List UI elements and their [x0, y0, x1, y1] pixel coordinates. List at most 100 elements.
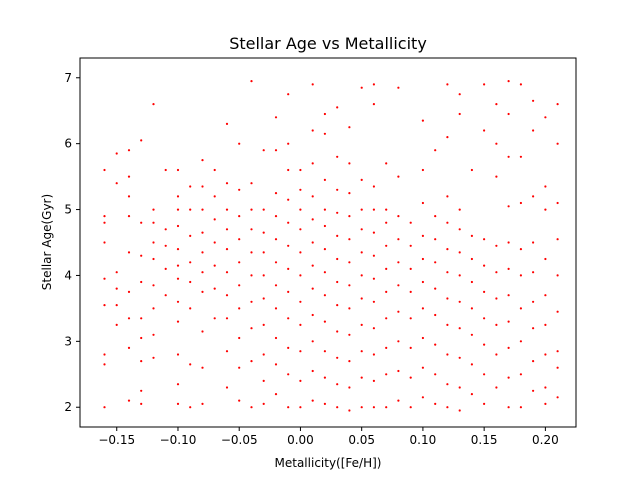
data-point: [287, 142, 290, 145]
data-point: [421, 234, 424, 237]
data-point: [409, 317, 412, 320]
data-point: [274, 149, 278, 152]
data-point: [127, 149, 131, 152]
y-tick-label: 2: [64, 400, 72, 414]
data-point: [299, 168, 302, 172]
data-point: [238, 336, 241, 340]
data-point: [348, 333, 351, 336]
data-point: [409, 376, 412, 379]
data-point: [556, 310, 559, 313]
data-point: [385, 406, 388, 409]
data-point: [495, 323, 498, 326]
data-point: [274, 284, 278, 287]
data-point: [176, 353, 180, 356]
data-point: [140, 139, 143, 142]
data-point: [434, 215, 437, 218]
x-axis-label: Metallicity([Fe/H]): [275, 456, 382, 470]
data-point: [323, 112, 326, 116]
data-point: [238, 399, 241, 402]
data-point: [446, 83, 449, 86]
data-point: [225, 248, 229, 251]
data-point: [483, 402, 486, 405]
data-point: [348, 162, 351, 165]
data-point: [311, 399, 314, 402]
data-point: [360, 406, 363, 409]
chart-title: Stellar Age vs Metallicity: [229, 34, 427, 53]
data-point: [385, 221, 388, 224]
data-point: [446, 353, 449, 356]
data-point: [311, 129, 314, 132]
data-point: [532, 271, 535, 274]
data-point: [458, 300, 461, 303]
data-point: [189, 406, 192, 409]
data-point: [152, 356, 155, 359]
data-point: [213, 218, 216, 221]
data-point: [409, 290, 412, 293]
data-point: [409, 267, 412, 270]
data-point: [127, 175, 131, 178]
data-point: [238, 238, 241, 241]
data-point: [348, 238, 351, 241]
x-tick-label: 0.10: [410, 433, 437, 447]
data-point: [507, 80, 510, 83]
data-point: [176, 224, 180, 228]
data-point: [385, 346, 388, 349]
data-point: [446, 136, 449, 139]
data-point: [360, 178, 363, 181]
data-point: [213, 241, 216, 244]
data-point: [262, 251, 265, 254]
data-point: [323, 271, 326, 274]
data-point: [336, 234, 339, 237]
data-point: [201, 159, 204, 162]
data-point: [336, 304, 339, 307]
data-point: [507, 205, 510, 208]
data-point: [421, 307, 424, 310]
data-point: [519, 373, 523, 376]
data-point: [238, 307, 241, 310]
data-point: [556, 366, 559, 369]
data-point: [287, 267, 290, 270]
data-point: [287, 346, 290, 349]
data-point: [299, 406, 302, 409]
data-point: [201, 271, 204, 274]
data-point: [507, 112, 510, 116]
data-point: [299, 379, 302, 382]
data-point: [299, 208, 302, 211]
data-point: [532, 360, 535, 363]
data-point: [385, 267, 388, 270]
y-tick-label: 3: [64, 334, 72, 348]
data-point: [176, 168, 180, 172]
data-point: [507, 376, 510, 379]
data-point: [397, 399, 400, 402]
data-point: [372, 185, 375, 188]
data-point: [299, 274, 302, 277]
data-point: [140, 221, 143, 224]
data-point: [152, 284, 155, 287]
data-point: [287, 290, 290, 293]
data-point: [262, 402, 265, 405]
data-point: [189, 185, 192, 188]
data-point: [397, 369, 400, 373]
data-point: [409, 406, 412, 409]
data-point: [225, 386, 229, 389]
data-point: [483, 373, 486, 376]
data-point: [397, 238, 400, 241]
data-point: [189, 261, 192, 264]
data-point: [213, 195, 216, 198]
data-point: [250, 406, 253, 409]
data-point: [164, 267, 167, 270]
data-point: [262, 379, 265, 382]
data-point: [507, 241, 510, 244]
data-point: [238, 284, 241, 287]
data-point: [115, 323, 118, 326]
data-point: [189, 363, 192, 366]
data-point: [421, 257, 424, 261]
data-point: [556, 103, 559, 106]
data-point: [250, 251, 253, 254]
data-point: [470, 280, 473, 284]
data-point: [348, 284, 351, 287]
data-point: [544, 402, 547, 405]
data-point: [115, 304, 118, 307]
data-point: [274, 393, 278, 396]
